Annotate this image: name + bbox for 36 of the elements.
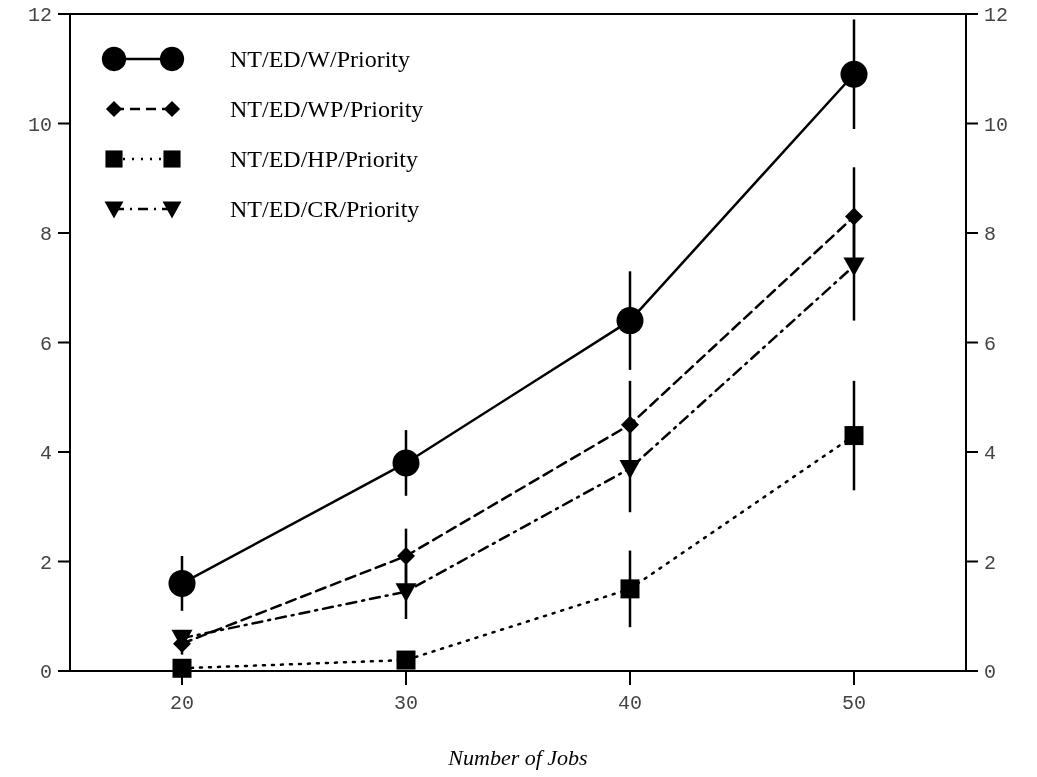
y-tick-label: 12 bbox=[27, 4, 52, 27]
point bbox=[844, 426, 864, 446]
point bbox=[395, 583, 417, 603]
y2-tick-label: 4 bbox=[984, 442, 997, 465]
y-tick-label: 2 bbox=[39, 551, 52, 575]
y2-tick-label: 8 bbox=[984, 223, 997, 246]
point bbox=[621, 415, 639, 434]
y2-tick-label: 2 bbox=[984, 551, 997, 575]
point bbox=[616, 307, 644, 335]
point bbox=[840, 60, 868, 88]
x-axis-title: Number of Jobs bbox=[447, 745, 588, 770]
y-tick-label: 4 bbox=[39, 442, 52, 465]
point bbox=[392, 449, 420, 477]
y2-tick-label: 10 bbox=[984, 113, 1009, 137]
y-tick-label: 10 bbox=[27, 113, 52, 137]
point bbox=[620, 579, 640, 599]
y2-tick-label: 0 bbox=[984, 661, 997, 684]
y2-tick-label: 6 bbox=[984, 332, 997, 356]
point bbox=[397, 547, 415, 566]
y2-tick-label: 12 bbox=[984, 4, 1009, 27]
point bbox=[168, 569, 196, 597]
legend-label: NT/ED/HP/Priority bbox=[230, 146, 419, 173]
point bbox=[172, 658, 192, 678]
legend-label: NT/ED/WP/Priority bbox=[230, 96, 424, 123]
x-tick-label: 30 bbox=[393, 692, 419, 715]
y-tick-label: 8 bbox=[39, 223, 52, 246]
x-tick-label: 50 bbox=[841, 692, 867, 715]
point bbox=[619, 460, 641, 479]
x-tick-label: 20 bbox=[169, 692, 195, 715]
y-tick-label: 0 bbox=[39, 661, 52, 684]
point bbox=[843, 257, 865, 277]
legend-label: NT/ED/W/Priority bbox=[230, 46, 410, 73]
legend-label: NT/ED/CR/Priority bbox=[230, 196, 420, 223]
point bbox=[396, 650, 416, 670]
y-tick-label: 6 bbox=[39, 332, 52, 356]
x-tick-label: 40 bbox=[617, 692, 643, 715]
